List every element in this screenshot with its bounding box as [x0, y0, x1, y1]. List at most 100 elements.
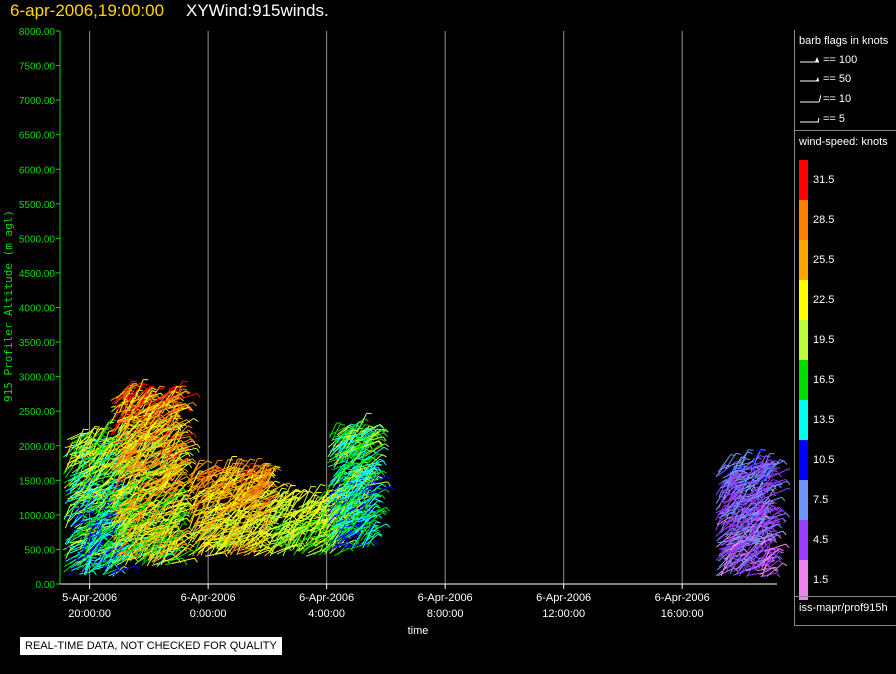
- wind-barb: [169, 380, 188, 401]
- colorbar-label: 22.5: [813, 294, 835, 306]
- colorbar-cell: [799, 320, 808, 360]
- colorbar-label: 13.5: [813, 414, 835, 426]
- wind-barb: [175, 417, 199, 431]
- colorbar-label: 25.5: [813, 254, 835, 266]
- wind-barb: [262, 467, 282, 480]
- wind-barb: [175, 547, 192, 559]
- wind-barb: [243, 464, 261, 487]
- y-tick-label: 4000.00: [19, 304, 56, 315]
- title-product: XYWind:915winds.: [186, 1, 329, 20]
- wind-barb: [256, 513, 274, 527]
- wind-barb: [172, 511, 190, 521]
- wind-barb: [289, 509, 307, 516]
- wind-barb: [128, 382, 149, 400]
- legend-divider: [795, 596, 896, 597]
- wind-barb: [101, 451, 118, 466]
- colorbar-label: 10.5: [813, 454, 835, 466]
- wind-barb: [171, 543, 195, 560]
- y-tick-label: 4500.00: [19, 269, 56, 280]
- y-tick-label: 1000.00: [19, 511, 56, 522]
- x-tick-date: 6-Apr-2006: [655, 592, 710, 604]
- wind-barb: [65, 479, 84, 487]
- x-tick-time: 0:00:00: [190, 608, 227, 620]
- wind-barb: [126, 386, 148, 404]
- wind-barb: [140, 385, 155, 405]
- wind-barb: [170, 452, 194, 465]
- wind-barb: [175, 443, 201, 452]
- wind-barb: [174, 514, 191, 529]
- wind-barb: [76, 428, 89, 444]
- legend-divider: [795, 130, 896, 131]
- wind-barb: [170, 497, 193, 504]
- colorbar-label: 28.5: [813, 214, 835, 226]
- colorbar-cell: [799, 400, 808, 440]
- wind-barb: [264, 544, 283, 557]
- wind-barb: [174, 388, 187, 404]
- wind-barb-chart: 0.00 500.00 1000.00 1500.00 2000.00 2500.00 30…: [2, 27, 790, 637]
- wind-barb: [224, 456, 238, 475]
- wind-barb: [249, 458, 263, 475]
- y-tick-label: 8000.00: [19, 27, 56, 38]
- x-tick-time: 16:00:00: [661, 608, 704, 620]
- title-date: 6-apr-2006,19:00:00: [10, 1, 165, 20]
- y-tick-label: 7000.00: [19, 96, 56, 107]
- colorbar-cell: [799, 280, 808, 320]
- colorbar-label: 16.5: [813, 374, 835, 386]
- colorbar-label: 19.5: [813, 334, 835, 346]
- x-tick-date: 6-Apr-2006: [181, 592, 236, 604]
- x-tick-time: 4:00:00: [308, 608, 345, 620]
- legend-panel: barb flags in knots == 100 == 50 == 10 =…: [794, 30, 896, 626]
- barb-50-icon: [800, 77, 819, 82]
- barb-5-icon: [800, 117, 820, 123]
- wind-barb: [173, 447, 200, 454]
- wind-barb: [266, 482, 293, 493]
- wind-barb: [129, 487, 141, 502]
- wind-barbs: [62, 379, 790, 578]
- y-tick-label: 500.00: [24, 545, 55, 556]
- wind-barb: [170, 471, 188, 487]
- wind-barb: [134, 379, 149, 400]
- wind-barb: [173, 438, 196, 448]
- wind-barb: [259, 465, 273, 484]
- y-tick-label: 7500.00: [19, 62, 56, 73]
- barb-10-icon: [800, 94, 822, 103]
- barb-legend-5: == 5: [799, 113, 845, 125]
- wind-barb: [119, 380, 137, 400]
- y-tick-label: 6000.00: [19, 165, 56, 176]
- wind-barb: [164, 387, 176, 402]
- wind-barb: [263, 474, 275, 489]
- y-axis-label: 915 Profiler Altitude (m agl): [2, 210, 15, 402]
- wind-barb: [171, 385, 187, 408]
- y-tick-label: 6500.00: [19, 131, 56, 142]
- wind-barb: [141, 426, 160, 438]
- y-tick-label: 0.00: [36, 580, 56, 591]
- wind-barb: [173, 419, 191, 427]
- wind-barb: [215, 493, 234, 503]
- colorbar-cell: [799, 520, 808, 560]
- wind-barb: [217, 515, 234, 526]
- wind-barb: [174, 463, 193, 469]
- x-tick-date: 5-Apr-2006: [62, 592, 117, 604]
- data-source-label: iss-mapr/prof915h: [799, 602, 888, 614]
- y-tick-label: 3000.00: [19, 373, 56, 384]
- wind-barb: [190, 459, 205, 478]
- colorbar-label: 4.5: [813, 534, 829, 546]
- wind-barb: [125, 382, 145, 400]
- wind-barb: [234, 459, 248, 475]
- colorbar-label: 7.5: [813, 494, 829, 506]
- wind-barb: [153, 542, 167, 564]
- axes: 0.00 500.00 1000.00 1500.00 2000.00 2500.00 30…: [19, 27, 777, 620]
- barb-100-icon: [800, 57, 819, 63]
- colorbar-cell: [799, 440, 808, 480]
- y-tick-label: 2000.00: [19, 442, 56, 453]
- wind-barb: [288, 490, 300, 505]
- colorbar-cell: [799, 240, 808, 280]
- barb-legend-100-label: == 100: [823, 54, 858, 66]
- barb-legend-50: == 50: [799, 73, 851, 85]
- y-tick-label: 5000.00: [19, 234, 56, 245]
- wind-barb: [237, 458, 256, 476]
- wind-barb: [131, 519, 145, 534]
- wind-barb: [172, 543, 189, 557]
- wind-barb: [266, 466, 281, 485]
- x-axis-label: time: [408, 625, 429, 637]
